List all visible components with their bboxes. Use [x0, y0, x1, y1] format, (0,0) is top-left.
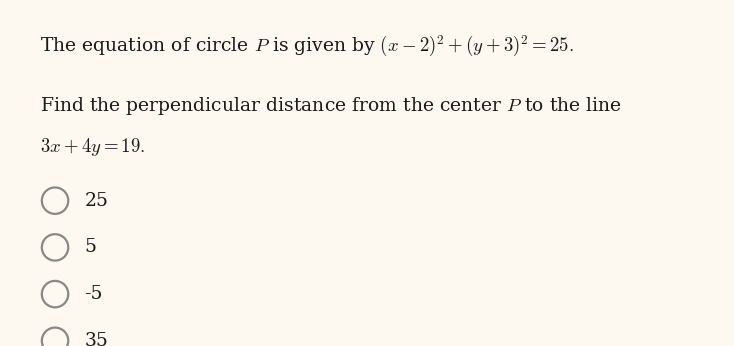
Text: 35: 35	[84, 332, 109, 346]
Text: $3x+4y=19.$: $3x+4y=19.$	[40, 136, 145, 158]
Text: 5: 5	[84, 238, 96, 256]
Text: Find the perpendicular distance from the center $P$ to the line: Find the perpendicular distance from the…	[40, 94, 622, 117]
Text: -5: -5	[84, 285, 103, 303]
Text: 25: 25	[84, 192, 109, 210]
Text: The equation of circle $P$ is given by $(x-2)^{2}+(y+3)^{2}=25.$: The equation of circle $P$ is given by $…	[40, 34, 574, 59]
